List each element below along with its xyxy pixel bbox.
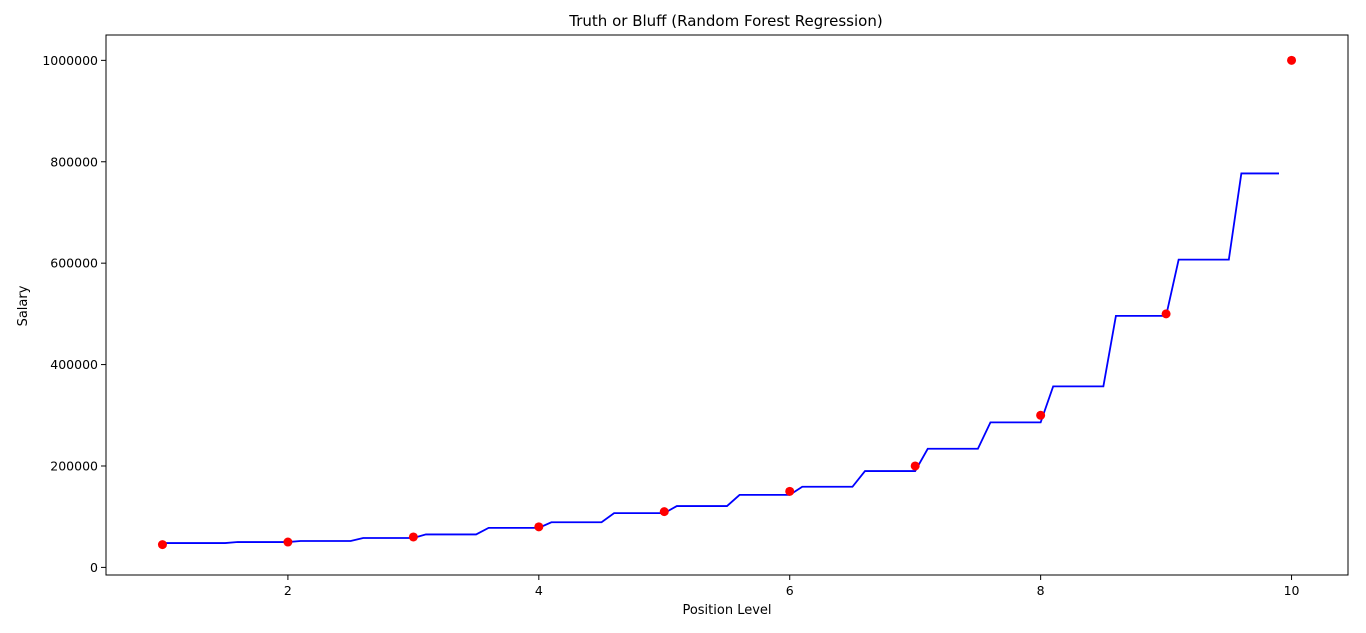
scatter-point — [157, 540, 167, 550]
y-tick-label: 400000 — [50, 357, 98, 372]
chart-title: Truth or Bluff (Random Forest Regression… — [568, 12, 882, 30]
prediction-line — [162, 172, 1279, 544]
x-tick-label: 8 — [1037, 583, 1045, 598]
x-axis-label: Position Level — [682, 603, 771, 618]
scatter-point — [283, 537, 293, 547]
y-axis-label: Salary — [16, 285, 31, 326]
scatter-point — [408, 532, 418, 542]
x-axis: 2 4 6 8 10 — [284, 575, 1300, 598]
x-tick-label: 4 — [535, 583, 543, 598]
x-tick-label: 2 — [284, 583, 292, 598]
scatter-point — [785, 486, 795, 496]
scatter-point — [1036, 410, 1046, 420]
plot-area — [105, 34, 1349, 576]
y-axis: 0 200000 400000 600000 800000 1000000 — [42, 53, 106, 575]
y-tick-label: 800000 — [50, 154, 98, 169]
scatter-point — [659, 507, 669, 517]
y-tick-label: 0 — [90, 560, 98, 575]
scatter-point — [910, 461, 920, 471]
scatter-point — [1161, 309, 1171, 319]
y-tick-label: 1000000 — [42, 53, 98, 68]
y-tick-label: 200000 — [50, 458, 98, 473]
scatter-point — [1287, 55, 1297, 65]
y-tick-label: 600000 — [50, 256, 98, 271]
series-layer — [157, 55, 1297, 550]
x-tick-label: 6 — [786, 583, 794, 598]
x-tick-label: 10 — [1284, 583, 1300, 598]
scatter-point — [534, 522, 544, 532]
